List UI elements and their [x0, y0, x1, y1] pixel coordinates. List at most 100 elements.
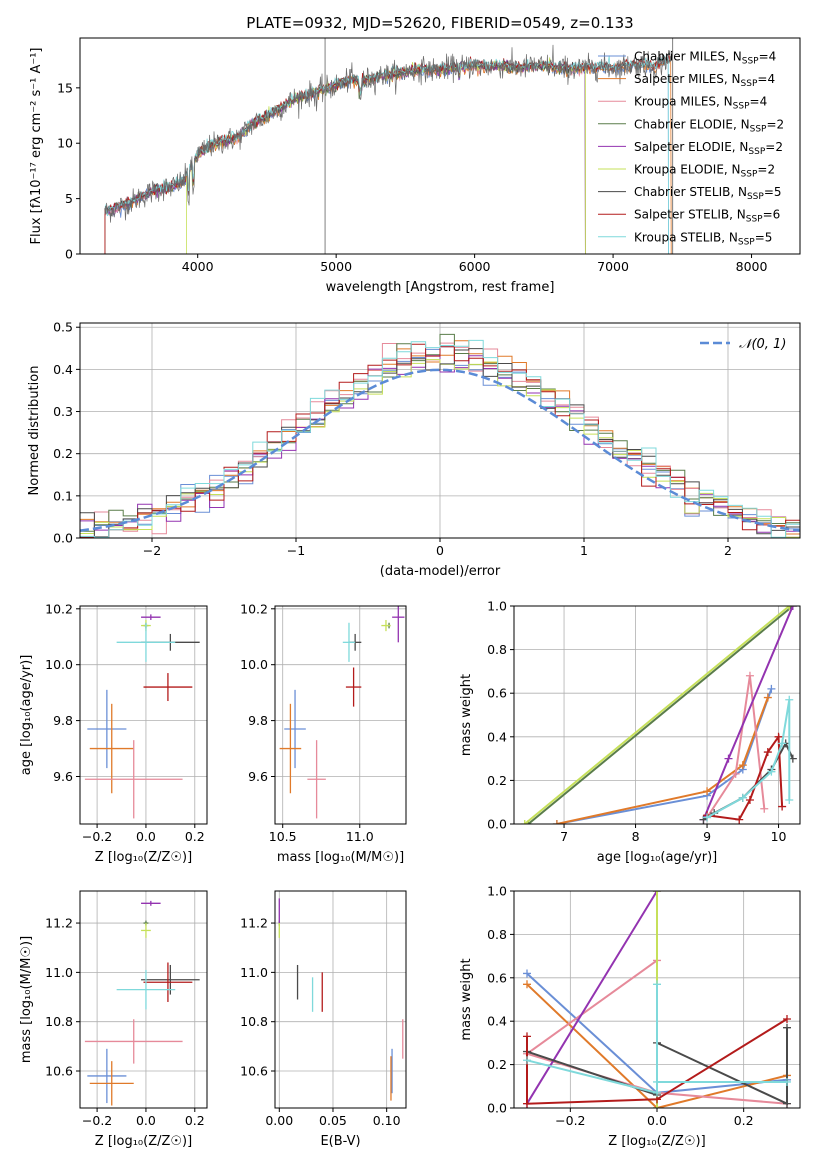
plot-area: [80, 333, 800, 538]
axes-frame: [274, 890, 407, 1109]
marker-chab_miles: [767, 684, 776, 693]
x-tick-label: 5000: [320, 259, 352, 274]
y-tick-label: 9.8: [53, 713, 73, 728]
marker-salp_stelib: [783, 1015, 791, 1024]
y-tick-label: 0.3: [53, 404, 73, 419]
weight-line-salp_miles: [526, 983, 788, 1108]
marker-salp_stelib: [735, 815, 744, 824]
mass-weight-vs-age-panel: 7 8 9 10 0.0 0.2 0.4 0.6 0.8 1.0 age [log₁₀(age/yr…: [459, 599, 801, 865]
marker-salp_miles: [552, 820, 561, 824]
x-tick-label: 0.0: [647, 1113, 667, 1128]
legend-entry-chab_stelib: Chabrier STELIB, NSSP=5: [634, 185, 782, 202]
weight-line-krou_miles: [706, 675, 766, 819]
x-axis-label: (data-model)/error: [380, 564, 501, 579]
model-spectrum-salp_miles: [104, 57, 672, 254]
y-axis-label: mass weight: [459, 958, 474, 1040]
weight-line-krou_stelib: [526, 984, 787, 1095]
plot-area: [84, 614, 200, 819]
y-tick-label: 9.8: [248, 713, 268, 728]
x-tick-label: 0.2: [185, 1113, 205, 1128]
weight-line-salp_stelib: [526, 1018, 788, 1105]
marker-krou_stelib: [523, 1056, 531, 1065]
y-tick-label: 11.2: [240, 916, 268, 931]
residual-histogram-panel: −2 −1 0 1 2 0.0 0.1 0.2 0.3 0.4 0.5 (data-model)/er…: [27, 320, 801, 579]
weight-line-krou_elodie: [524, 606, 790, 824]
marker-krou_elodie: [653, 1104, 661, 1108]
y-tick-label: 11.2: [45, 916, 73, 931]
marker-krou_stelib: [653, 1077, 661, 1086]
y-tick-label: 9.6: [248, 769, 268, 784]
marker-salp_stelib: [745, 796, 754, 805]
x-tick-label: 10.5: [269, 829, 297, 844]
marker-krou_miles: [760, 804, 769, 813]
plot-area: [523, 891, 791, 1108]
y-tick-label: 11.0: [45, 965, 73, 980]
marker-krou_stelib: [767, 767, 776, 776]
marker-krou_elodie: [653, 891, 661, 895]
y-tick-label: 0.4: [487, 1014, 507, 1029]
axes-frame: [79, 37, 801, 255]
weight-line-salp_elodie: [526, 891, 658, 1105]
weight-line-chab_elodie: [527, 606, 794, 824]
y-tick-label: 0.6: [487, 970, 507, 985]
legend-entry-chab_miles: Chabrier MILES, NSSP=4: [634, 50, 776, 67]
histogram-chab_elodie: [80, 333, 800, 532]
marker-salp_miles: [738, 761, 747, 770]
legend-entry-salp_stelib: Salpeter STELIB, NSSP=6: [634, 208, 780, 225]
x-tick-label: 0.10: [373, 1113, 401, 1128]
x-tick-label: 0.05: [319, 1113, 347, 1128]
x-tick-label: −0.2: [82, 829, 112, 844]
x-tick-label: 0.0: [136, 1113, 156, 1128]
x-tick-label: 1: [580, 543, 588, 558]
y-axis-label: age [log₁₀(age/yr)]: [19, 655, 34, 776]
y-tick-label: 0.5: [53, 320, 73, 335]
y-tick-label: 15: [57, 80, 73, 95]
model-spectrum-chab_stelib: [104, 50, 673, 254]
marker-krou_miles: [745, 671, 754, 680]
marker-salp_miles: [703, 787, 712, 796]
model-spectrum-krou_miles: [104, 61, 586, 254]
y-tick-label: 10.6: [240, 1064, 268, 1079]
marker-salp_elodie: [724, 754, 733, 763]
marker-krou_stelib: [783, 1077, 791, 1086]
plot-area: [520, 606, 797, 824]
model-spectrum-krou_elodie: [186, 57, 586, 254]
x-tick-label: 8: [632, 829, 640, 844]
y-tick-label: 10.2: [45, 601, 73, 616]
marker-salp_stelib: [763, 748, 772, 757]
marker-salp_miles: [523, 980, 531, 989]
observed-spectrum: [104, 44, 673, 223]
y-tick-label: 10.8: [45, 1014, 73, 1029]
legend-entry-krou_miles: Kroupa MILES, NSSP=4: [634, 95, 767, 112]
marker-krou_stelib: [778, 739, 787, 748]
normal-distribution-curve: [80, 368, 800, 532]
y-tick-label: 5: [65, 191, 73, 206]
x-tick-label: 10: [771, 829, 787, 844]
marker-krou_stelib: [703, 813, 712, 822]
x-tick-label: 0.00: [265, 1113, 293, 1128]
marker-chab_stelib: [783, 1023, 791, 1032]
age-vs-metallicity-panel: −0.2 0.0 0.2 9.6 9.8 10.0 10.2 Z [log₁₀(Z/Z☉)] a…: [19, 601, 208, 865]
y-tick-label: 0.2: [53, 446, 73, 461]
marker-chab_miles: [523, 969, 531, 978]
y-tick-label: 0.0: [487, 817, 507, 832]
marker-salp_stelib: [523, 1032, 531, 1041]
y-tick-label: 10.0: [45, 657, 73, 672]
histogram-krou_elodie: [80, 359, 800, 538]
x-tick-label: −1: [287, 543, 305, 558]
plot-area: [279, 606, 405, 819]
y-axis-label: Normed distribution: [27, 366, 42, 496]
marker-salp_stelib: [523, 1099, 531, 1108]
plot-area: [84, 900, 200, 1106]
y-tick-label: 1.0: [487, 884, 507, 899]
marker-krou_stelib: [785, 695, 794, 704]
x-tick-label: 9: [703, 829, 711, 844]
y-tick-label: 10.2: [240, 601, 268, 616]
weight-line-salp_stelib: [706, 733, 784, 821]
x-axis-label: Z [log₁₀(Z/Z☉)]: [608, 1134, 705, 1149]
x-axis-label: age [log₁₀(age/yr)]: [597, 850, 718, 865]
figure-title: PLATE=0932, MJD=52620, FIBERID=0549, z=0…: [246, 14, 633, 32]
x-axis-label: E(B-V): [320, 1134, 360, 1149]
model-spectrum-salp_elodie: [104, 59, 586, 254]
